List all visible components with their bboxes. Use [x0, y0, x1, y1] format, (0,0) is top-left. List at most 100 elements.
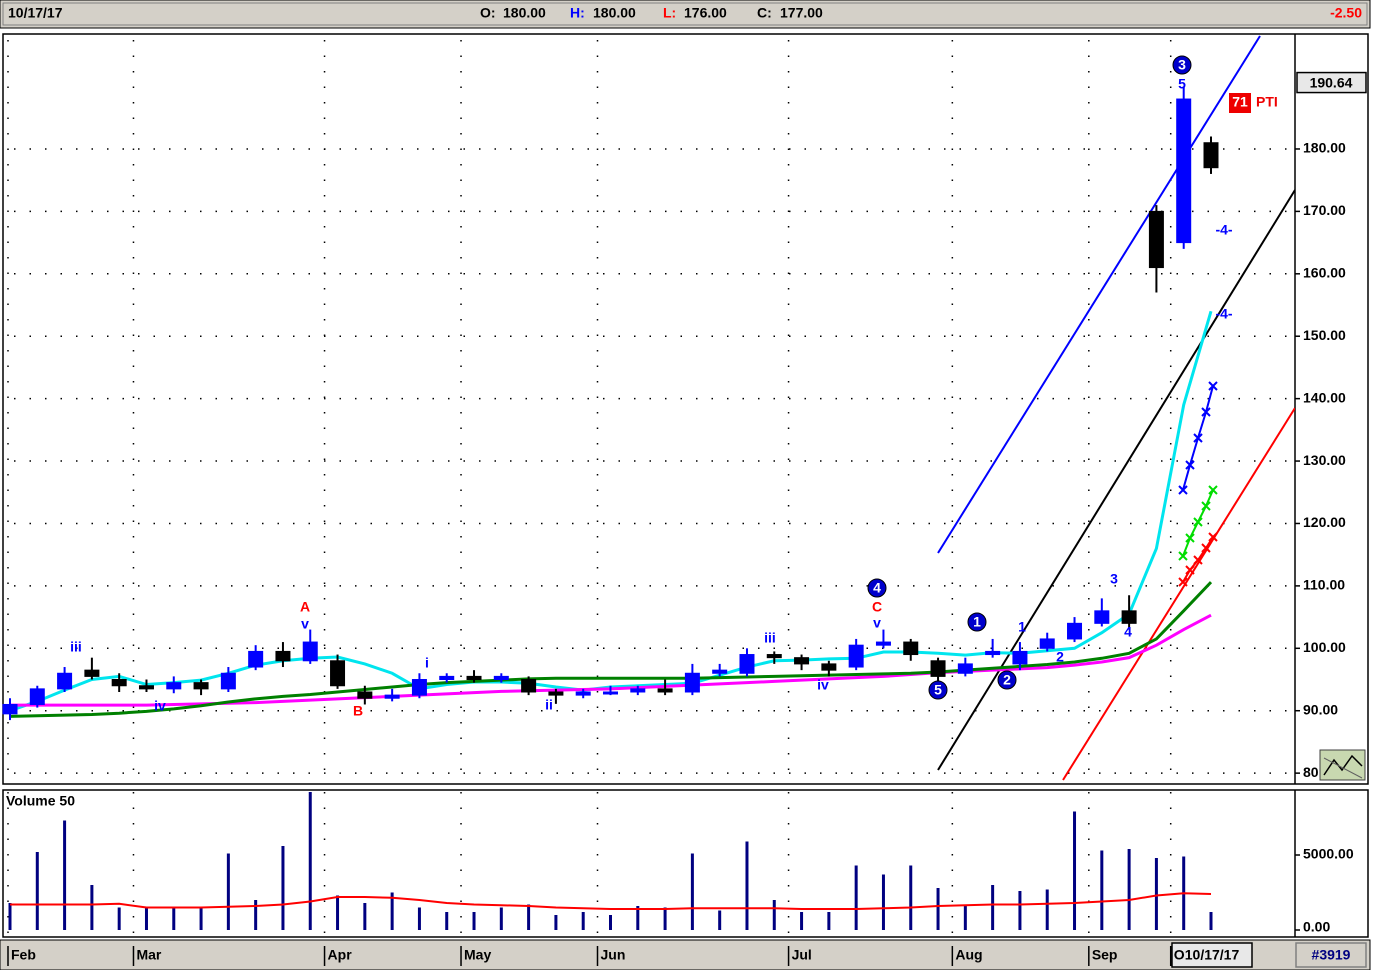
- y-tick-label: 5000.00: [1303, 846, 1354, 862]
- x-tick-label: Aug: [955, 947, 982, 963]
- last-price-label: 190.64: [1310, 74, 1353, 90]
- volume-bar: [690, 853, 694, 930]
- projection-cross: [1201, 407, 1211, 417]
- candle-body: [330, 660, 346, 687]
- y-tick-label: 90.00: [1303, 701, 1338, 717]
- projection-cross: [1193, 433, 1203, 443]
- trendline: [1062, 407, 1295, 781]
- wave-label: v: [301, 616, 309, 632]
- volume-bar: [117, 907, 121, 930]
- text-layer: 10/17/17 O: 180.00 H: 180.00 L: 176.00 C: 177.00…: [6, 5, 1367, 966]
- candle-body: [985, 650, 1001, 656]
- volume-bar: [554, 915, 558, 930]
- candle-body: [166, 682, 182, 690]
- projection-cross: [1208, 381, 1218, 391]
- badge-value: 71: [1232, 94, 1248, 110]
- candle-body: [493, 675, 509, 681]
- volume-bar: [226, 853, 230, 930]
- volume-bar: [636, 906, 640, 930]
- bottom-bar: [0, 939, 1371, 970]
- volume-bar: [718, 910, 722, 930]
- price-panel: [2, 33, 1369, 785]
- volume-bar: [390, 892, 394, 930]
- candle-body: [220, 672, 236, 690]
- volume-bar: [963, 904, 967, 930]
- candle-body: [1148, 210, 1164, 269]
- projection-cross: [1185, 565, 1195, 575]
- candle-body: [712, 669, 728, 674]
- volume-bar: [827, 912, 831, 930]
- x-tick-label: O: [1174, 947, 1185, 963]
- candle-body: [1176, 98, 1192, 244]
- y-tick-label: 140.00: [1303, 389, 1346, 405]
- header-label: H:: [570, 5, 585, 21]
- candle-body: [657, 688, 673, 693]
- volume-title: Volume 50: [6, 793, 75, 809]
- projection-cross: [1208, 532, 1218, 542]
- volume-bar: [1073, 811, 1077, 930]
- volume-bar: [527, 904, 531, 930]
- volume-bar: [63, 820, 67, 930]
- wave-circle: [967, 612, 987, 632]
- candle-body: [684, 672, 700, 693]
- header-value: 177.00: [780, 5, 823, 21]
- candle-body: [411, 679, 427, 696]
- candle-body: [957, 663, 973, 674]
- volume-bar: [472, 912, 476, 930]
- volume-average: [10, 892, 1212, 910]
- volume-bar: [417, 907, 421, 930]
- badge-box: [1229, 93, 1251, 113]
- badge-text: PTI: [1256, 94, 1278, 110]
- volume-bar: [881, 874, 885, 930]
- volume-bar: [581, 912, 585, 930]
- x-tick-label: Apr: [328, 947, 353, 963]
- projection-cross: [1193, 555, 1203, 565]
- candle-body: [466, 675, 482, 681]
- x-tick-label: Jul: [792, 947, 812, 963]
- candle-body: [875, 641, 891, 646]
- volume-bar: [336, 895, 340, 930]
- volume-bar: [254, 900, 258, 930]
- header-value: 176.00: [684, 5, 727, 21]
- x-tick-label: May: [464, 947, 491, 963]
- candle-body: [1012, 650, 1028, 665]
- wave-label: 5: [934, 682, 942, 698]
- header-value: 180.00: [593, 5, 636, 21]
- wave-circle: [1172, 55, 1192, 75]
- wave-label: ii: [545, 697, 553, 713]
- volume-bar: [854, 865, 858, 930]
- wave-label: v: [873, 615, 881, 631]
- candle-body: [821, 663, 837, 671]
- wave-label: C: [872, 599, 882, 615]
- trendline: [937, 189, 1295, 771]
- candle-body: [548, 691, 564, 696]
- y-tick-label: 0.00: [1303, 919, 1330, 935]
- volume-bar: [499, 907, 503, 930]
- candle-body: [248, 650, 264, 668]
- corner-icon: [1319, 749, 1366, 781]
- candle-body: [521, 679, 537, 693]
- candle-body: [603, 691, 618, 695]
- y-tick-label: 100.00: [1303, 639, 1346, 655]
- wave-label: 2: [1056, 649, 1064, 665]
- y-tick-label: 120.00: [1303, 514, 1346, 530]
- volume-bar: [936, 888, 940, 930]
- candle-body: [84, 669, 100, 677]
- volume-bar: [1018, 891, 1022, 930]
- wave-label: iii: [70, 639, 82, 655]
- average-line: [9, 581, 1213, 718]
- wave-label: 5: [1178, 76, 1186, 92]
- candle-body: [766, 654, 782, 659]
- mark-layer: [2, 86, 1219, 930]
- wave-label: 4: [873, 580, 881, 596]
- candle-body: [1067, 622, 1083, 640]
- id-box: [1295, 942, 1367, 968]
- header-label: L:: [663, 5, 676, 21]
- footer-id: #3919: [1312, 947, 1351, 963]
- wave-label: iv: [817, 677, 829, 693]
- wave-label: iv: [154, 698, 166, 714]
- candle-body: [575, 691, 591, 696]
- y-tick-label: 150.00: [1303, 327, 1346, 343]
- wave-label: B: [353, 703, 363, 719]
- volume-panel: [2, 789, 1369, 938]
